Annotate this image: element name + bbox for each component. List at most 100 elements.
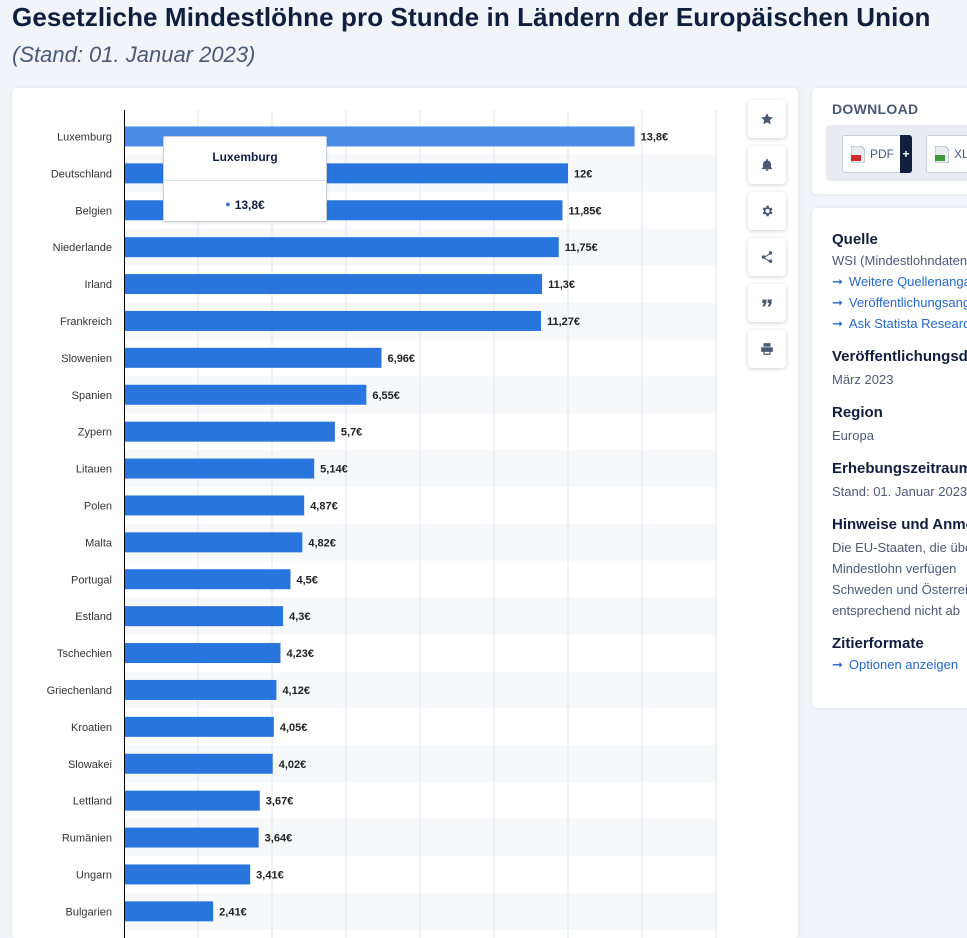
tooltip-series-dot: ●: [225, 199, 231, 209]
share-button[interactable]: [748, 238, 786, 276]
category-label: Malta: [85, 537, 113, 549]
print-icon: [761, 343, 773, 355]
value-label: 4,5€: [297, 574, 318, 586]
notes-line: Die EU-Staaten, die über: [832, 540, 967, 555]
category-label: Bulgarien: [66, 906, 112, 918]
value-label: 6,96€: [388, 353, 416, 365]
star-icon: [761, 113, 773, 125]
bar: [124, 827, 259, 848]
cite-heading: Zitierformate: [832, 635, 924, 652]
category-label: Niederlande: [53, 242, 112, 254]
chart-card: Luxemburg 13,8€ Deutschland 12€ Belgien 11,85…: [12, 88, 798, 938]
category-label: Slowakei: [68, 759, 112, 771]
arrow-right-icon: ➞: [832, 316, 843, 331]
notes-line: entsprechend nicht ab: [832, 603, 960, 618]
value-label: 4,82€: [308, 537, 336, 549]
bar: [124, 790, 260, 811]
download-card: DOWNLOAD PDF + XL: [812, 88, 967, 194]
category-label: Polen: [84, 500, 112, 512]
category-label: Portugal: [71, 574, 112, 586]
cite-options-link[interactable]: ➞ Optionen anzeigen: [832, 654, 967, 675]
value-label: 5,14€: [320, 464, 348, 476]
category-label: Zypern: [78, 427, 112, 439]
value-label: 3,67€: [266, 796, 294, 808]
arrow-right-icon: ➞: [832, 295, 843, 310]
bar: [124, 310, 541, 331]
category-label: Deutschland: [51, 168, 112, 180]
category-label: Kroatien: [71, 722, 112, 734]
value-label: 3,41€: [256, 869, 284, 881]
category-label: Rumänien: [62, 833, 112, 845]
source-link-publication[interactable]: ➞ Veröffentlichungsangaben: [832, 292, 967, 313]
category-label: Spanien: [72, 390, 112, 402]
info-card: Quelle WSI (Mindestlohndaten) ➞ Weitere Q…: [812, 208, 967, 708]
gear-icon: [762, 205, 773, 217]
print-button[interactable]: [748, 330, 786, 368]
value-label: 4,05€: [280, 722, 308, 734]
xls-label: XL: [954, 147, 967, 161]
tooltip-value: 13,8€: [234, 198, 265, 212]
bar: [124, 384, 367, 405]
source-link-more[interactable]: ➞ Weitere Quellenangaben: [832, 271, 967, 292]
publication-text: März 2023: [832, 372, 894, 387]
source-link-research-label: Ask Statista Research: [848, 316, 967, 331]
bar: [124, 901, 214, 922]
xls-file-icon: [935, 145, 949, 163]
bar: [124, 606, 284, 627]
bell-icon: [761, 158, 773, 171]
share-icon: [761, 251, 773, 263]
category-label: Estland: [75, 611, 112, 623]
value-label: 12€: [574, 168, 592, 180]
source-link-publication-label: Veröffentlichungsangaben: [848, 295, 967, 310]
value-label: 5,7€: [341, 427, 362, 439]
source-heading: Quelle: [832, 231, 878, 248]
region-text: Europa: [832, 428, 874, 443]
value-label: 11,75€: [565, 242, 598, 254]
bar: [124, 495, 305, 516]
page-subtitle: (Stand: 01. Januar 2023): [12, 42, 256, 67]
bar: [124, 716, 274, 737]
period-heading: Erhebungszeitraum: [832, 460, 967, 477]
value-label: 13,8€: [641, 131, 669, 143]
tooltip-divider: [164, 180, 326, 181]
value-label: 4,3€: [289, 611, 310, 623]
favorite-button[interactable]: [748, 100, 786, 138]
cite-button[interactable]: [748, 284, 786, 322]
notes-heading: Hinweise und Anmerkungen: [832, 516, 967, 533]
quote-icon: [762, 299, 772, 307]
bar: [124, 532, 303, 553]
arrow-right-icon: ➞: [832, 657, 843, 672]
category-label: Ungarn: [76, 869, 112, 881]
category-label: Irland: [84, 279, 112, 291]
publication-heading: Veröffentlichungsdatum: [832, 348, 967, 365]
category-label: Luxemburg: [57, 131, 112, 143]
cite-section: Zitierformate ➞ Optionen anzeigen: [832, 634, 967, 675]
bar: [124, 569, 291, 590]
notes-line: Schweden und Österreich: [832, 582, 967, 597]
xls-download-button[interactable]: XL: [926, 135, 967, 173]
pdf-file-icon: [851, 145, 865, 163]
source-text: WSI (Mindestlohndaten): [832, 253, 967, 268]
chart-tooltip: Luxemburg ● 13,8€: [163, 136, 327, 222]
bar: [124, 753, 273, 774]
value-label: 3,64€: [265, 833, 293, 845]
category-label: Slowenien: [61, 353, 112, 365]
source-link-research[interactable]: ➞ Ask Statista Research: [832, 313, 967, 334]
value-label: 4,12€: [282, 685, 310, 697]
pdf-more-button[interactable]: +: [900, 135, 912, 173]
notification-button[interactable]: [748, 146, 786, 184]
period-section: Erhebungszeitraum Stand: 01. Januar 2023: [832, 459, 967, 502]
bar: [124, 679, 277, 700]
value-label: 6,55€: [372, 390, 400, 402]
settings-button[interactable]: [748, 192, 786, 230]
bar: [124, 864, 251, 885]
notes-section: Hinweise und Anmerkungen Die EU-Staaten,…: [832, 515, 967, 621]
publication-section: Veröffentlichungsdatum März 2023: [832, 347, 967, 390]
tooltip-title: Luxemburg: [212, 150, 278, 164]
arrow-right-icon: ➞: [832, 274, 843, 289]
pdf-download-button[interactable]: PDF: [842, 135, 902, 173]
region-section: Region Europa: [832, 403, 967, 446]
bar: [124, 274, 543, 295]
tooltip-value-row: ● 13,8€: [164, 198, 326, 212]
bar: [124, 643, 281, 664]
